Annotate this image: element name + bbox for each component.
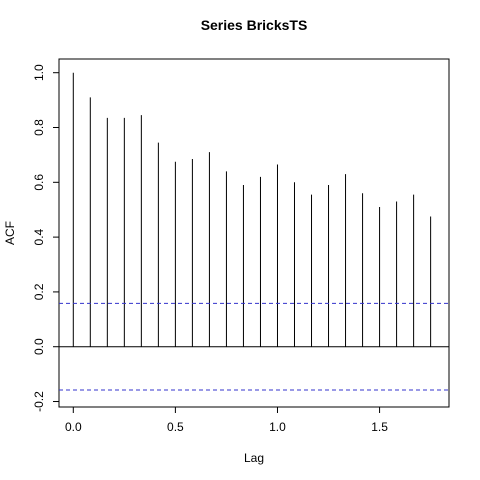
y-axis-label: ACF (3, 221, 17, 245)
y-tick-label: 0.0 (32, 338, 46, 355)
chart-title: Series BricksTS (201, 17, 308, 33)
y-tick-label: -0.2 (32, 391, 46, 412)
y-tick-label: 1.0 (32, 64, 46, 81)
x-tick-label: 0.5 (167, 420, 184, 434)
acf-bars (72, 72, 432, 347)
x-tick-label: 1.5 (371, 420, 388, 434)
y-tick-label: 0.6 (32, 174, 46, 191)
x-tick-label: 1.0 (269, 420, 286, 434)
x-axis-label: Lag (244, 451, 264, 465)
plot-frame (58, 58, 450, 408)
x-axis: 0.0 0.5 1.0 1.5 (65, 406, 388, 434)
y-tick-label: 0.4 (32, 228, 46, 245)
x-tick-label: 0.0 (65, 420, 82, 434)
y-tick-label: 0.2 (32, 283, 46, 300)
y-axis: -0.2 0.0 0.2 0.4 0.6 0.8 1.0 (32, 64, 60, 412)
y-tick-label: 0.8 (32, 119, 46, 136)
